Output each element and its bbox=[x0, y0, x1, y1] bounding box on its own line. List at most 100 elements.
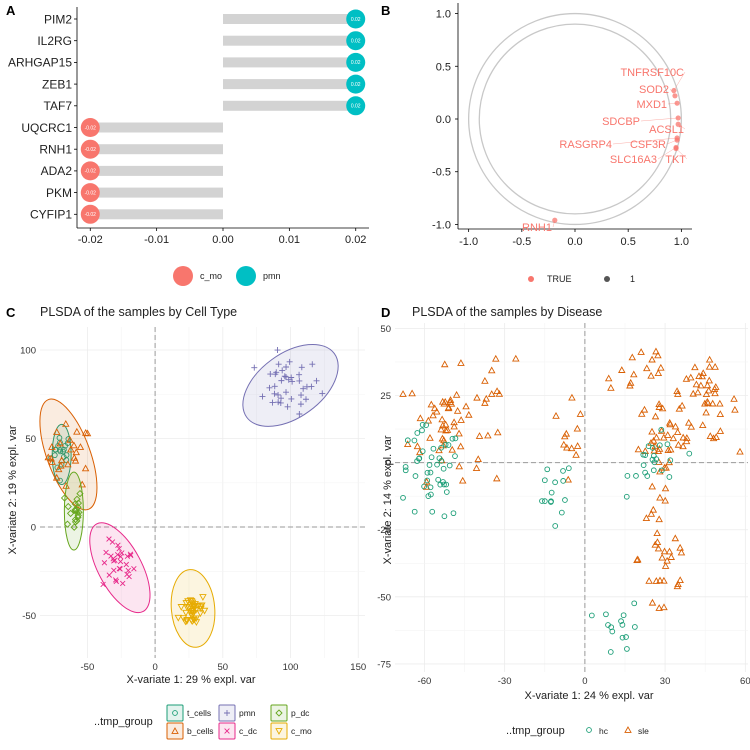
panel-a-category-label: ZEB1 bbox=[42, 77, 72, 91]
panel-c-point-pmn bbox=[279, 367, 286, 374]
panel-d-point-sle bbox=[446, 398, 454, 405]
panel-d-point-hc bbox=[607, 649, 614, 655]
panel-c-point-c_mo bbox=[174, 614, 183, 622]
panel-d-point-sle bbox=[560, 440, 568, 448]
panel-a-dot-label: -0.02 bbox=[85, 125, 97, 131]
panel-c-point-c_dc bbox=[117, 558, 124, 565]
panel-a-dot-label: 0.02 bbox=[351, 17, 361, 23]
panel-c-point-pmn bbox=[296, 371, 303, 378]
panel-d-point-hc bbox=[623, 493, 630, 500]
panel-c-point-c_dc bbox=[106, 536, 112, 542]
panel-d-point-sle bbox=[655, 458, 663, 465]
panel-d-point-sle bbox=[475, 432, 484, 439]
panel-d-point-sle bbox=[656, 493, 664, 501]
panel-d-point-sle bbox=[643, 364, 651, 372]
panel-d-point-sle bbox=[711, 389, 719, 397]
panel-d-point-sle bbox=[442, 426, 450, 434]
panel-d-point-sle bbox=[640, 405, 649, 413]
panel-c-point-c_dc bbox=[127, 551, 134, 557]
panel-c-point-c_dc bbox=[106, 572, 112, 578]
panel-d-point-hc bbox=[402, 464, 409, 470]
panel-c-point-pmn bbox=[259, 393, 266, 400]
panel-c-point-pmn bbox=[271, 390, 278, 397]
panel-b-point-label: CSF3R bbox=[630, 139, 666, 151]
panel-d-point-hc bbox=[539, 498, 545, 504]
panel-c-point-p_dc bbox=[64, 502, 72, 511]
panel-d-point-sle bbox=[694, 388, 702, 396]
panel-d-point-sle bbox=[403, 440, 412, 448]
panel-a-x-tick-label: -0.02 bbox=[78, 234, 103, 246]
panel-d-point-sle bbox=[667, 553, 676, 560]
panel-d-point-sle bbox=[448, 445, 457, 453]
panel-c-point-b_cells bbox=[64, 460, 72, 468]
panel-d-point-sle bbox=[429, 411, 437, 419]
panel-d-point-sle bbox=[653, 538, 662, 545]
panel-d-point-sle bbox=[655, 400, 663, 407]
panel-c-point-pmn bbox=[303, 383, 310, 390]
panel-d-point-hc bbox=[434, 461, 440, 468]
panel-c-point-pmn bbox=[278, 377, 285, 384]
panel-c-point-p_dc bbox=[60, 494, 69, 502]
panel-c-point-b_cells bbox=[66, 435, 74, 443]
panel-c-point-p_dc bbox=[71, 507, 80, 515]
panel-d-point-sle bbox=[691, 363, 699, 371]
panel-d-point-hc bbox=[441, 513, 448, 520]
panel-d-point-sle bbox=[567, 444, 576, 452]
panel-d-point-sle bbox=[660, 547, 669, 555]
panel-d-point-sle bbox=[437, 456, 446, 464]
panel-c-point-c_mo bbox=[177, 604, 186, 611]
panel-d-point-hc bbox=[450, 510, 457, 517]
panel-c-legend-label: t_cells bbox=[187, 708, 211, 718]
panel-d-point-sle bbox=[662, 463, 670, 471]
panel-d-point-hc bbox=[605, 622, 611, 628]
panel-a-dot bbox=[80, 183, 100, 203]
panel-c-ellipse-pmn bbox=[242, 343, 339, 427]
panel-c-point-c_dc bbox=[103, 549, 109, 556]
panel-c-x-tick-label: 50 bbox=[218, 662, 229, 673]
panel-d-point-sle bbox=[484, 431, 492, 439]
panel-c-point-pmn bbox=[283, 389, 290, 396]
panel-c-point-c_dc bbox=[114, 551, 121, 558]
panel-d-point-sle bbox=[665, 547, 674, 555]
panel-b-legend: TRUE 1 bbox=[528, 274, 635, 284]
panel-c-legend-label: c_dc bbox=[239, 726, 258, 736]
panel-d-point-sle bbox=[634, 445, 643, 453]
panel-c-legend-label: b_cells bbox=[187, 726, 213, 736]
panel-b-y-tick-label: -0.5 bbox=[432, 167, 451, 179]
panel-d-point-sle bbox=[673, 387, 681, 394]
panel-c-y-tick-label: 50 bbox=[25, 434, 36, 445]
panel-d-point-sle bbox=[671, 534, 680, 542]
panel-d-point-sle bbox=[716, 399, 724, 407]
panel-d-point-sle bbox=[676, 576, 684, 584]
panel-d-point-hc bbox=[429, 508, 436, 515]
panel-d-point-sle bbox=[661, 562, 670, 569]
panel-d-point-sle bbox=[660, 433, 668, 441]
panel-d-point-sle bbox=[455, 429, 463, 437]
panel-d-point-hc bbox=[426, 462, 433, 468]
panel-d-point-sle bbox=[552, 411, 560, 419]
panel-d-legend-label: hc bbox=[599, 726, 609, 736]
panel-c-point-c_dc bbox=[101, 560, 108, 566]
panel-d-point-sle bbox=[684, 418, 693, 426]
panel-d-point-sle bbox=[661, 484, 670, 492]
panel-d-point-hc bbox=[446, 462, 453, 469]
panel-d-point-sle bbox=[458, 476, 467, 484]
panel-d-point-sle bbox=[633, 556, 641, 564]
panel-d-point-sle bbox=[512, 354, 520, 362]
panel-d-point-hc bbox=[402, 467, 409, 474]
panel-a-dot bbox=[346, 52, 366, 72]
panel-d-point-sle bbox=[648, 427, 656, 435]
panel-d-point-sle bbox=[642, 514, 651, 522]
panel-d-point-sle bbox=[705, 355, 714, 363]
panel-d-point-hc bbox=[411, 437, 418, 444]
panel-c-point-pmn bbox=[269, 399, 276, 406]
panel-c-x-tick-label: 100 bbox=[283, 662, 299, 673]
panel-c-y-tick-label: -50 bbox=[22, 611, 36, 622]
panel-d-point-sle bbox=[654, 544, 663, 552]
panel-d-ylabel: X-variate 2: 14 % expl. var bbox=[382, 435, 394, 564]
panel-b-x-tick-label: -0.5 bbox=[512, 236, 531, 248]
panel-d-point-sle bbox=[653, 529, 661, 537]
panel-a-category-label: UQCRC1 bbox=[21, 121, 72, 135]
panel-d-point-sle bbox=[457, 416, 465, 423]
panel-a-bar bbox=[223, 57, 356, 68]
